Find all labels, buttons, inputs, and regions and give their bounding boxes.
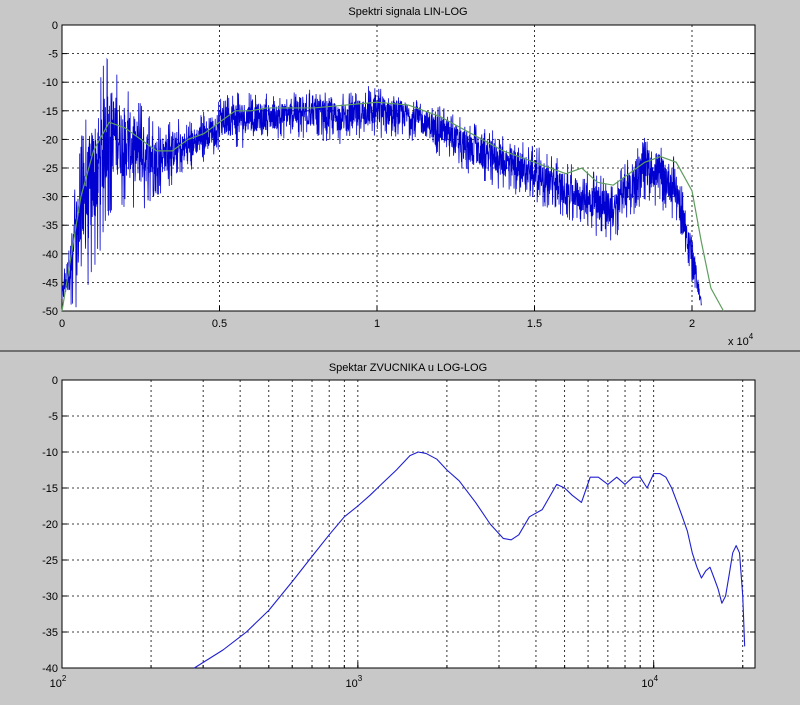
x-tick-label: 1.5 <box>527 318 542 330</box>
x-tick-labels: 0 0.5 1 1.5 2 <box>59 318 695 330</box>
y-tick-label: -25 <box>42 555 58 567</box>
x-tick-label: 1 <box>374 318 380 330</box>
y-tick-label: -5 <box>48 411 58 423</box>
y-tick-label: -45 <box>42 277 58 289</box>
y-tick-label: -35 <box>42 220 58 232</box>
plot-divider <box>0 350 800 352</box>
chart-title: Spektri signala LIN-LOG <box>348 6 467 18</box>
x-tick-labels: 102 103 104 <box>50 674 659 690</box>
y-tick-label: -40 <box>42 249 58 261</box>
y-tick-label: 0 <box>52 375 58 387</box>
x-tick-label: 2 <box>689 318 695 330</box>
y-tick-labels: 0 -5 -10 -15 -20 -25 -30 -35 -40 -45 -50 <box>42 20 58 318</box>
y-tick-label: -10 <box>42 77 58 89</box>
x-tick-label: 104 <box>641 674 658 690</box>
y-tick-label: -30 <box>42 192 58 204</box>
y-tick-label: -20 <box>42 134 58 146</box>
y-tick-label: -10 <box>42 447 58 459</box>
x-tick-label: 0.5 <box>212 318 227 330</box>
y-tick-label: -40 <box>42 663 58 675</box>
x-tick-label: 102 <box>50 674 67 690</box>
series-lines <box>61 57 725 312</box>
lin-log-spectrum-chart: Spektri signala LIN-LOG 0 -5 -10 -15 -20 -25 -… <box>42 6 756 348</box>
series-lines <box>193 451 746 669</box>
chart-title: Spektar ZVUCNIKA u LOG-LOG <box>329 362 487 374</box>
grid-lines <box>61 379 755 669</box>
smoothed-spectrum-line <box>61 101 725 312</box>
y-tick-label: -30 <box>42 591 58 603</box>
y-tick-label: -35 <box>42 627 58 639</box>
x-tick-label: 0 <box>59 318 65 330</box>
y-tick-label: -20 <box>42 519 58 531</box>
x-multiplier-label: x 104 <box>728 332 754 348</box>
y-tick-label: -15 <box>42 106 58 118</box>
speaker-response-line <box>193 451 746 669</box>
y-tick-labels: 0 -5 -10 -15 -20 -25 -30 -35 -40 <box>42 375 58 675</box>
y-tick-label: -15 <box>42 483 58 495</box>
x-tick-label: 103 <box>345 674 362 690</box>
log-log-speaker-spectrum-chart: Spektar ZVUCNIKA u LOG-LOG 0 -5 -10 -15 -20 -… <box>42 362 756 690</box>
y-tick-label: -25 <box>42 163 58 175</box>
raw-spectrum-line <box>61 57 702 308</box>
y-tick-label: 0 <box>52 20 58 32</box>
y-tick-label: -5 <box>48 49 58 61</box>
y-tick-label: -50 <box>42 306 58 318</box>
